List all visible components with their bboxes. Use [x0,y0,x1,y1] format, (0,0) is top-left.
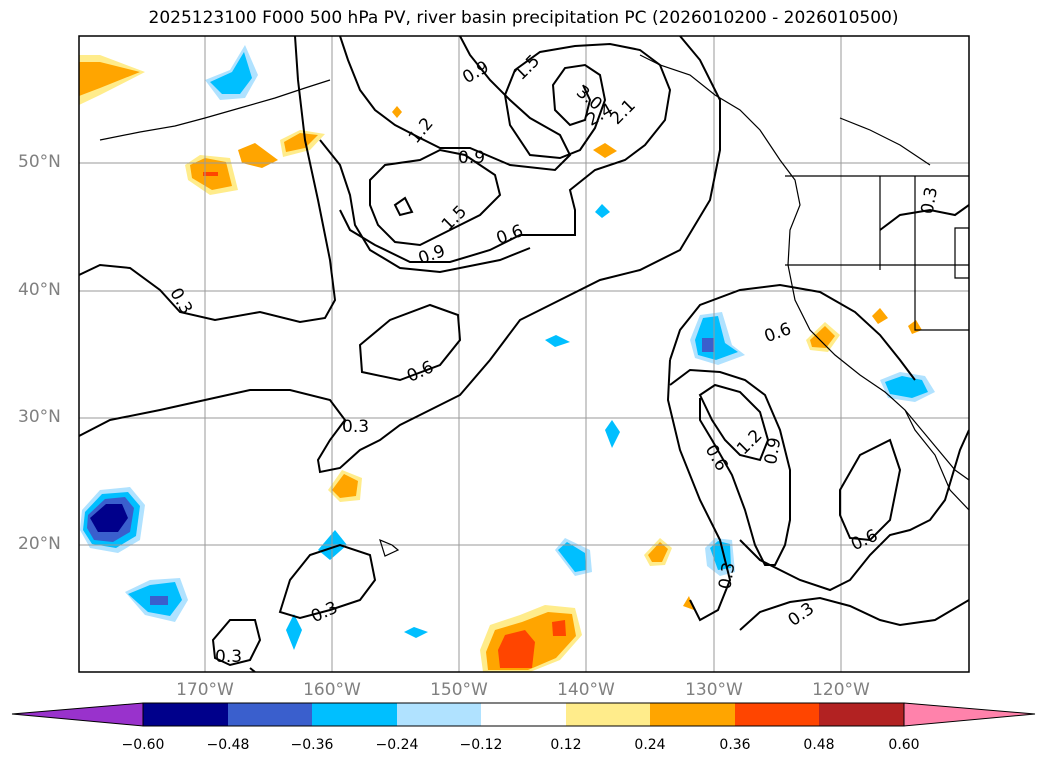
lon-label: 130°W [685,680,743,700]
lat-label: 30°N [18,407,61,427]
lon-label: 120°W [812,680,870,700]
map-frame [78,35,970,673]
lat-label: 20°N [18,534,61,554]
colorbar-extend-min [11,702,144,727]
map-title: 2025123100 F000 500 hPa PV, river basin … [148,8,899,28]
contour-label: 0.3 [918,186,942,216]
colorbar-cell [228,703,312,726]
lon-label: 160°W [303,680,361,700]
colorbar-cell [397,703,481,726]
colorbar-tick: −0.12 [459,737,503,753]
colorbar-cell [566,703,650,726]
pv-contours [79,36,969,672]
colorbar-cell [819,703,904,726]
colorbar-tick: −0.48 [206,737,250,753]
colorbar-tick: −0.60 [121,737,165,753]
lon-label: 170°W [176,680,234,700]
lat-label: 40°N [18,280,61,300]
contour-label: 0.3 [342,417,369,437]
colorbar-cell [312,703,397,726]
contour-label: 0.9 [458,148,485,168]
colorbar-cell [650,703,735,726]
colorbar-tick: 0.12 [550,737,582,753]
colorbar-tick: 0.60 [888,737,920,753]
colorbar [11,702,1036,727]
colorbar-cell [143,703,228,726]
colorbar-tick: −0.24 [375,737,419,753]
contour-label: 0.9 [761,436,785,466]
colorbar-tick: −0.36 [290,737,334,753]
contour-label: 0.3 [715,561,739,591]
colorbar-extend-max [903,702,1036,727]
colorbar-cell [735,703,819,726]
lon-label: 140°W [557,680,615,700]
graticule [79,36,969,672]
colorbar-tick: 0.36 [719,737,751,753]
colorbar-tick: 0.24 [634,737,666,753]
lat-label: 50°N [18,152,61,172]
plot-area [79,36,969,672]
contour-label: 0.3 [215,647,242,667]
colorbar-tick: 0.48 [803,737,835,753]
colorbar-cell [481,703,566,726]
lon-label: 150°W [430,680,488,700]
